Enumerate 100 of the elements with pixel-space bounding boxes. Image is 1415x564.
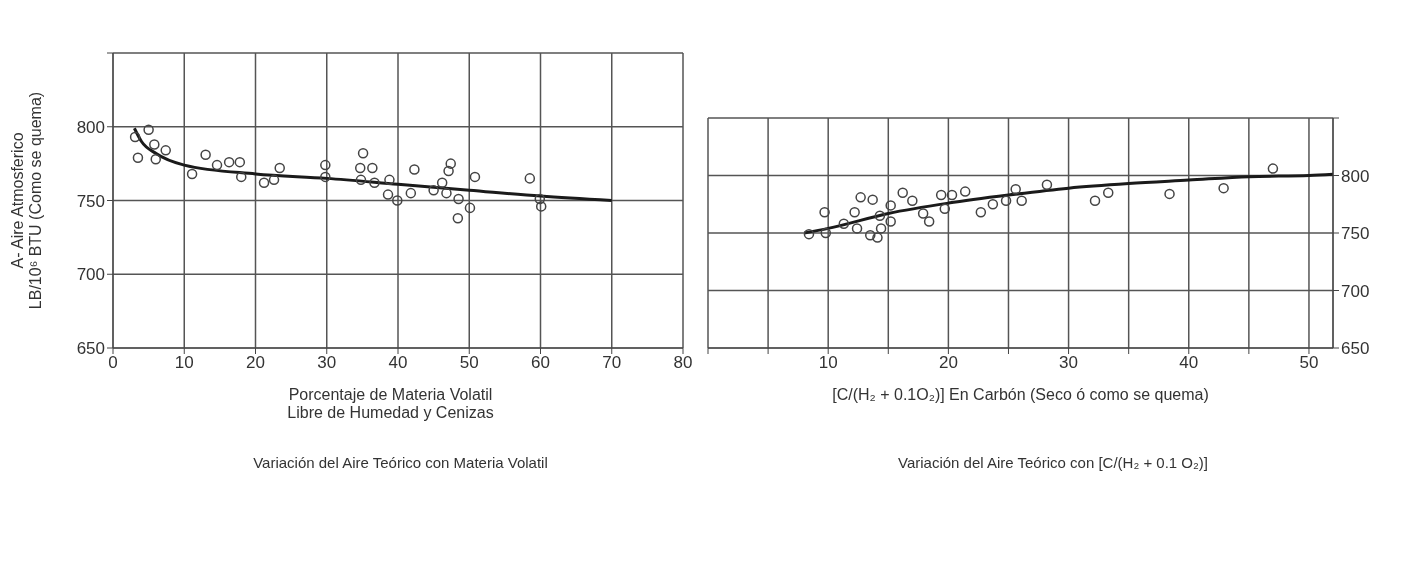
y-tick-label: 800: [76, 117, 105, 137]
point: [803, 228, 815, 240]
point: [1010, 184, 1021, 195]
point: [223, 156, 235, 168]
point: [819, 207, 830, 218]
point: [452, 212, 464, 224]
point: [885, 216, 896, 227]
x-tick-label: 50: [1299, 353, 1319, 373]
x-tick-label: 40: [388, 353, 408, 373]
x-axis-title: Porcentaje de Materia Volatil Libre de Humedad y Cenizas: [286, 386, 495, 422]
point: [935, 189, 947, 201]
point: [384, 174, 395, 186]
point: [234, 156, 246, 168]
point: [820, 227, 832, 239]
x-tick-label: 20: [246, 353, 265, 373]
point: [865, 230, 876, 241]
point: [211, 159, 223, 171]
line-series: [132, 126, 614, 202]
text: Variación del Aire Teórico con [C/(H₂ + 0.1 O₂)]: [897, 454, 1209, 471]
point: [382, 189, 394, 200]
point: [409, 164, 420, 175]
point: [160, 145, 171, 156]
point: [235, 171, 247, 183]
point: [129, 131, 141, 143]
point: [923, 216, 935, 227]
point: [917, 208, 929, 219]
point: [535, 201, 547, 212]
point: [392, 195, 403, 206]
point: [867, 194, 878, 205]
point: [453, 193, 464, 205]
point: [464, 202, 476, 214]
x-axis-title: [C/(H₂ + 0.1O₂)] En Carbón (Seco ó como se quema): [831, 386, 1210, 404]
y2-tick-label: 750: [1341, 224, 1370, 244]
x-tick-label: 30: [317, 353, 337, 373]
point: [436, 177, 448, 189]
y-axis-title: A- Aire Atmosferico LB/10⁶ BTU (Como se quema): [9, 91, 44, 310]
point: [524, 173, 536, 184]
point: [441, 187, 452, 199]
point: [875, 223, 887, 234]
point: [874, 210, 886, 222]
point: [885, 200, 896, 211]
point: [1089, 195, 1101, 207]
y2-tick-label: 800: [1341, 166, 1370, 186]
point: [1218, 182, 1229, 194]
point: [1267, 163, 1279, 174]
x-tick-label: 60: [531, 353, 550, 373]
point: [355, 174, 367, 186]
point: [469, 171, 481, 183]
point: [855, 192, 866, 203]
point: [1041, 179, 1053, 190]
y2-tick-label: 700: [1341, 281, 1370, 301]
point: [143, 124, 154, 135]
point: [1000, 195, 1012, 207]
point: [939, 203, 951, 215]
line-series: [802, 172, 1333, 235]
x-tick-label: 0: [108, 353, 118, 373]
x-tick-label: 10: [818, 353, 838, 373]
point: [445, 158, 456, 169]
point: [405, 187, 417, 199]
point: [354, 162, 366, 174]
x-tick-label: 10: [174, 353, 194, 373]
point: [1164, 188, 1175, 200]
point: [367, 162, 378, 174]
point: [443, 165, 454, 177]
point: [150, 153, 162, 165]
point: [258, 177, 270, 189]
point: [428, 184, 439, 196]
y-tick-label: 700: [76, 265, 105, 285]
x-tick-label: 30: [1059, 353, 1079, 373]
point: [897, 187, 908, 199]
point: [987, 198, 999, 210]
point: [132, 152, 144, 163]
point: [200, 149, 211, 161]
point: [907, 195, 918, 207]
x-tick-label: 40: [1179, 353, 1199, 373]
point: [186, 168, 198, 180]
point: [320, 159, 331, 171]
point: [872, 232, 883, 243]
point: [369, 177, 380, 189]
x-tick-label: 70: [602, 353, 622, 373]
point: [1016, 195, 1027, 207]
x-tick-label: 80: [673, 353, 693, 373]
y-tick-label: 750: [76, 191, 105, 211]
point: [149, 139, 160, 150]
y-tick-label: 650: [76, 339, 105, 359]
point: [1102, 187, 1114, 199]
point: [851, 223, 863, 234]
point: [274, 162, 285, 174]
point: [975, 207, 987, 218]
point: [849, 207, 860, 218]
point: [959, 186, 971, 197]
point: [534, 193, 546, 205]
x-tick-label: 20: [938, 353, 958, 373]
point: [320, 171, 331, 183]
text: Variación del Aire Teórico con Materia Volatil: [252, 454, 549, 471]
point: [357, 148, 369, 159]
point: [946, 189, 958, 201]
point: [838, 218, 850, 230]
y2-tick-label: 650: [1341, 339, 1370, 359]
point: [268, 174, 280, 186]
